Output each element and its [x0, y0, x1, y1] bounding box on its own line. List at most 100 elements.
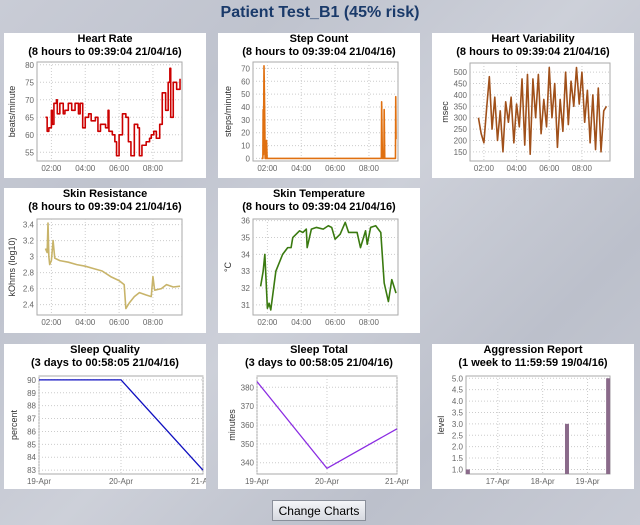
chart-subtitle: (8 hours to 09:39:04 21/04/16): [28, 46, 182, 58]
chart-title: Heart Rate (8 hours to 09:39:04 21/04/16): [4, 33, 206, 59]
chart-title-text: Aggression Report: [483, 344, 583, 356]
change-charts-button[interactable]: Change Charts: [272, 500, 366, 521]
y-tick-label: 60: [241, 77, 250, 86]
x-tick-label: 21-Apr: [191, 477, 206, 486]
x-tick-label: 04:00: [291, 318, 312, 327]
y-tick-label: 3.0: [452, 420, 464, 429]
y-tick-label: 60: [25, 131, 34, 140]
series-line: [45, 67, 181, 157]
x-tick-label: 04:00: [291, 164, 312, 173]
y-tick-label: 2.6: [23, 285, 35, 294]
y-tick-label: 200: [454, 136, 468, 145]
chart-panel-heart-variability: 150 200 250 300 350 400 450 500 02:00 04:00 06:00 0…: [432, 33, 634, 178]
x-tick-label: 21-Apr: [385, 477, 409, 486]
bar: [465, 469, 470, 474]
y-tick-label: 1.5: [452, 454, 464, 463]
chart-title: Sleep Quality (3 days to 00:58:05 21/04/1…: [4, 344, 206, 370]
y-tick-label: 31: [241, 301, 250, 310]
y-tick-label: 87: [27, 415, 36, 424]
y-tick-label: 500: [454, 68, 468, 77]
chart-subtitle: (1 week to 11:59:59 19/04/16): [458, 357, 608, 369]
chart-title-text: Sleep Quality: [70, 344, 140, 356]
y-tick-label: 450: [454, 80, 468, 89]
y-tick-label: 55: [25, 148, 34, 157]
x-tick-label: 06:00: [325, 164, 346, 173]
chart-svg: 55 60 65 70 75 80 02:00 04:00 06:00 08:00 beats/mi…: [7, 61, 183, 173]
chart-title: Skin Resistance (8 hours to 09:39:04 21/0…: [4, 188, 206, 214]
y-tick-label: 2.8: [23, 269, 35, 278]
y-tick-label: 35: [241, 234, 250, 243]
x-tick-label: 19-Apr: [576, 477, 600, 486]
x-tick-label: 06:00: [109, 164, 130, 173]
series-line: [259, 221, 397, 311]
y-tick-label: 34: [241, 250, 250, 259]
chart-title-text: Step Count: [289, 33, 349, 45]
y-tick-label: 86: [27, 427, 36, 436]
y-tick-label: 150: [454, 148, 468, 157]
x-tick-label: 06:00: [109, 318, 130, 327]
y-tick-label: 65: [25, 113, 34, 122]
y-axis-label: steps/minute: [223, 86, 233, 137]
y-tick-label: 3: [30, 253, 35, 262]
chart-title-text: Skin Resistance: [62, 188, 148, 200]
y-tick-label: 30: [241, 116, 250, 125]
y-tick-label: 5.0: [452, 374, 464, 383]
chart-title: Step Count (8 hours to 09:39:04 21/04/16): [218, 33, 420, 59]
x-tick-label: 18-Apr: [531, 477, 555, 486]
chart-title: Sleep Total (3 days to 00:58:05 21/04/16): [218, 344, 420, 370]
chart-panel-heart-rate: 55 60 65 70 75 80 02:00 04:00 06:00 08:00 beats/mi…: [4, 33, 206, 178]
y-axis-label: °C: [223, 261, 233, 272]
y-tick-label: 3.2: [23, 237, 35, 246]
x-tick-label: 04:00: [75, 318, 96, 327]
plot-area: [252, 61, 399, 162]
y-tick-label: 2.5: [452, 431, 464, 440]
y-tick-label: 0: [246, 154, 251, 163]
y-tick-label: 1.0: [452, 465, 464, 474]
y-tick-label: 4.0: [452, 397, 464, 406]
y-tick-label: 50: [241, 90, 250, 99]
y-tick-label: 250: [454, 125, 468, 134]
chart-subtitle: (3 days to 00:58:05 21/04/16): [245, 357, 393, 369]
chart-title-text: Heart Rate: [77, 33, 133, 45]
y-tick-label: 2.0: [452, 443, 464, 452]
y-tick-label: 80: [25, 61, 34, 70]
y-tick-label: 400: [454, 91, 468, 100]
y-axis-label: beats/minute: [7, 86, 17, 138]
x-tick-label: 19-Apr: [27, 477, 51, 486]
series-line: [477, 66, 608, 155]
y-tick-label: 89: [27, 389, 36, 398]
y-tick-label: 370: [241, 402, 255, 411]
plot-area: [252, 218, 399, 316]
series-line: [261, 65, 397, 160]
x-tick-label: 08:00: [359, 318, 380, 327]
y-tick-label: 75: [25, 78, 34, 87]
x-tick-label: 20-Apr: [109, 477, 133, 486]
x-tick-label: 04:00: [507, 164, 528, 173]
x-tick-label: 04:00: [75, 164, 96, 173]
chart-svg: 83 84 85 86 87 88 89 90 19-Apr 20-Apr 21-Apr percen…: [9, 375, 206, 486]
x-tick-label: 08:00: [143, 318, 164, 327]
y-tick-label: 10: [241, 142, 250, 151]
chart-svg: 31 32 33 34 35 36 02:00 04:00 06:00 08:00 °C: [223, 217, 399, 327]
chart-panel-skin-temperature: 31 32 33 34 35 36 02:00 04:00 06:00 08:00 °C Skin T…: [218, 188, 420, 333]
x-tick-label: 02:00: [257, 164, 278, 173]
x-tick-label: 06:00: [539, 164, 560, 173]
y-tick-label: 70: [25, 96, 34, 105]
y-axis-label: msec: [440, 101, 450, 123]
bar: [564, 423, 569, 474]
plot-area: [36, 218, 183, 316]
chart-svg: 150 200 250 300 350 400 450 500 02:00 04:00 06:00 0…: [440, 62, 611, 173]
chart-title-text: Heart Variability: [491, 33, 575, 45]
chart-panel-aggression-report: 1.0 1.5 2.0 2.5 3.0 3.5 4.0 4.5 5.0 17-Apr 18-Apr 1…: [432, 344, 634, 489]
page-title: Patient Test_B1 (45% risk): [220, 4, 420, 21]
x-tick-label: 02:00: [257, 318, 278, 327]
chart-subtitle: (8 hours to 09:39:04 21/04/16): [242, 46, 396, 58]
y-tick-label: 33: [241, 267, 250, 276]
chart-title-text: Skin Temperature: [272, 188, 366, 200]
chart-panel-sleep-total: 340 350 360 370 380 19-Apr 20-Apr 21-Apr minutes…: [218, 344, 420, 489]
chart-panel-sleep-quality: 83 84 85 86 87 88 89 90 19-Apr 20-Apr 21-Apr percen…: [4, 344, 206, 489]
chart-svg: 2.4 2.6 2.8 3 3.2 3.4 02:00 04:00 06:00 08:00 kOhm…: [7, 218, 183, 327]
y-axis-label: level: [436, 416, 446, 435]
x-tick-label: 17-Apr: [486, 477, 510, 486]
chart-subtitle: (8 hours to 09:39:04 21/04/16): [28, 201, 182, 213]
